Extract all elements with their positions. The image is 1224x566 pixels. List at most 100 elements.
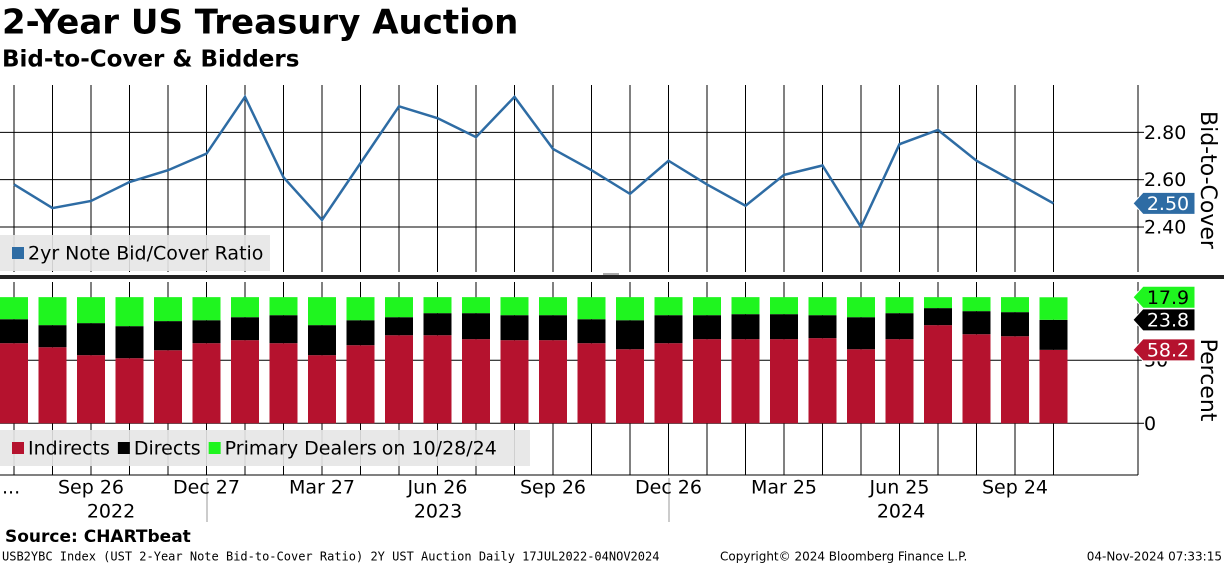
bar-segment bbox=[770, 297, 798, 315]
bar-segment bbox=[577, 297, 606, 320]
bar-segment bbox=[808, 315, 837, 339]
bar-segment bbox=[539, 340, 567, 424]
x-tick-label: Dec 27 bbox=[173, 477, 240, 499]
bar-segment bbox=[269, 315, 298, 344]
bar-segment bbox=[385, 297, 413, 318]
bar-segment bbox=[154, 297, 182, 322]
bar-segment bbox=[192, 297, 221, 321]
bar-segment bbox=[154, 350, 182, 424]
legend-label: Directs bbox=[134, 438, 201, 460]
bar-segment bbox=[269, 343, 298, 424]
bar-segment bbox=[500, 297, 529, 316]
bar-segment bbox=[847, 349, 875, 424]
bar-segment bbox=[731, 339, 760, 424]
bar-segment bbox=[731, 314, 760, 340]
bar-segment bbox=[0, 297, 28, 320]
bar-segment bbox=[539, 297, 567, 316]
bar-segment bbox=[654, 315, 683, 344]
panel-handle bbox=[603, 273, 619, 275]
bar-segment bbox=[77, 323, 105, 356]
bar-segment bbox=[693, 297, 721, 316]
y-tick-label: 2.40 bbox=[1144, 217, 1186, 239]
bar-segment bbox=[924, 308, 952, 326]
bar-segment bbox=[924, 325, 952, 424]
bar-segment bbox=[308, 297, 336, 326]
bar-segment bbox=[115, 358, 144, 424]
y-tick-label: 2.60 bbox=[1144, 169, 1186, 191]
x-tick-label: Mar 25 bbox=[751, 477, 817, 499]
legend-swatch bbox=[117, 442, 130, 454]
legend-label: Indirects bbox=[28, 438, 110, 460]
legend-swatch bbox=[12, 442, 24, 454]
bar-segment bbox=[77, 297, 105, 324]
bar-segment bbox=[885, 297, 914, 314]
bar-segment bbox=[770, 339, 798, 424]
bar-segment bbox=[654, 343, 683, 424]
value-tag-label: 58.2 bbox=[1147, 339, 1189, 361]
bar-segment bbox=[308, 325, 336, 356]
legend-note: on 10/28/24 bbox=[382, 438, 497, 460]
x-tick-label: Dec 26 bbox=[635, 477, 702, 499]
bar-segment bbox=[38, 325, 67, 348]
y-tick-label: 0 bbox=[1144, 413, 1156, 435]
bar-segment bbox=[346, 320, 375, 346]
chart-subtitle: Bid-to-Cover & Bidders bbox=[2, 47, 299, 73]
bar-segment bbox=[962, 297, 991, 312]
value-tag bbox=[1132, 308, 1196, 332]
panel-separator bbox=[0, 275, 1224, 279]
bar-segment bbox=[693, 315, 721, 340]
bar-segment bbox=[847, 317, 875, 350]
bar-segment bbox=[308, 355, 336, 424]
x-group-label: 2022 bbox=[87, 501, 135, 523]
bar-segment bbox=[731, 297, 760, 315]
bar-segment bbox=[423, 335, 452, 424]
bar-segment bbox=[1039, 349, 1068, 424]
bar-segment bbox=[962, 334, 991, 424]
value-tag bbox=[1132, 285, 1196, 309]
x-group-label: 2024 bbox=[877, 501, 925, 523]
legend-swatch bbox=[208, 442, 221, 454]
y-axis-title: Percent bbox=[1195, 339, 1220, 422]
bar-segment bbox=[269, 297, 298, 316]
bar-segment bbox=[1001, 312, 1029, 337]
bar-segment bbox=[462, 339, 490, 424]
footer-left: USB2YBC Index (UST 2-Year Note Bid-to-Co… bbox=[2, 550, 659, 564]
bar-segment bbox=[500, 340, 529, 424]
x-tick-label: Mar 27 bbox=[289, 477, 355, 499]
source: Source: CHARTbeat bbox=[5, 527, 191, 547]
bar-segment bbox=[577, 319, 606, 344]
bar-segment bbox=[847, 297, 875, 318]
value-tag bbox=[1132, 191, 1196, 215]
x-group-label: 2023 bbox=[414, 501, 462, 523]
bar-segment bbox=[616, 320, 644, 350]
bar-segment bbox=[385, 335, 413, 424]
bar-segment bbox=[462, 297, 490, 314]
bar-segment bbox=[500, 315, 529, 341]
footer-center: Copyright© 2024 Bloomberg Finance L.P. bbox=[720, 550, 967, 564]
bar-segment bbox=[115, 326, 144, 359]
bar-segment bbox=[38, 347, 67, 424]
legend-swatch bbox=[12, 247, 24, 259]
bar-segment bbox=[423, 313, 452, 336]
bar-segment bbox=[1001, 336, 1029, 424]
bar-segment bbox=[885, 313, 914, 340]
bar-segment bbox=[462, 313, 490, 340]
y-axis-title: Bid-to-Cover bbox=[1195, 111, 1220, 250]
bar-segment bbox=[192, 343, 221, 424]
y-tick-label: 2.80 bbox=[1144, 122, 1186, 144]
value-tag-label: 17.9 bbox=[1147, 287, 1189, 309]
legend-label: 2yr Note Bid/Cover Ratio bbox=[28, 243, 263, 265]
bar-segment bbox=[885, 339, 914, 424]
value-tag-label: 23.8 bbox=[1147, 309, 1189, 331]
bar-segment bbox=[115, 297, 144, 327]
bar-segment bbox=[693, 339, 721, 424]
bar-segment bbox=[616, 349, 644, 424]
bar-segment bbox=[539, 315, 567, 341]
legend-box bbox=[0, 235, 270, 271]
bar-segment bbox=[154, 321, 182, 351]
legend-label: Primary Dealers bbox=[225, 438, 377, 460]
legend-box bbox=[0, 430, 530, 466]
x-tick-label: Jun 25 bbox=[869, 477, 930, 499]
bar-segment bbox=[77, 355, 105, 424]
